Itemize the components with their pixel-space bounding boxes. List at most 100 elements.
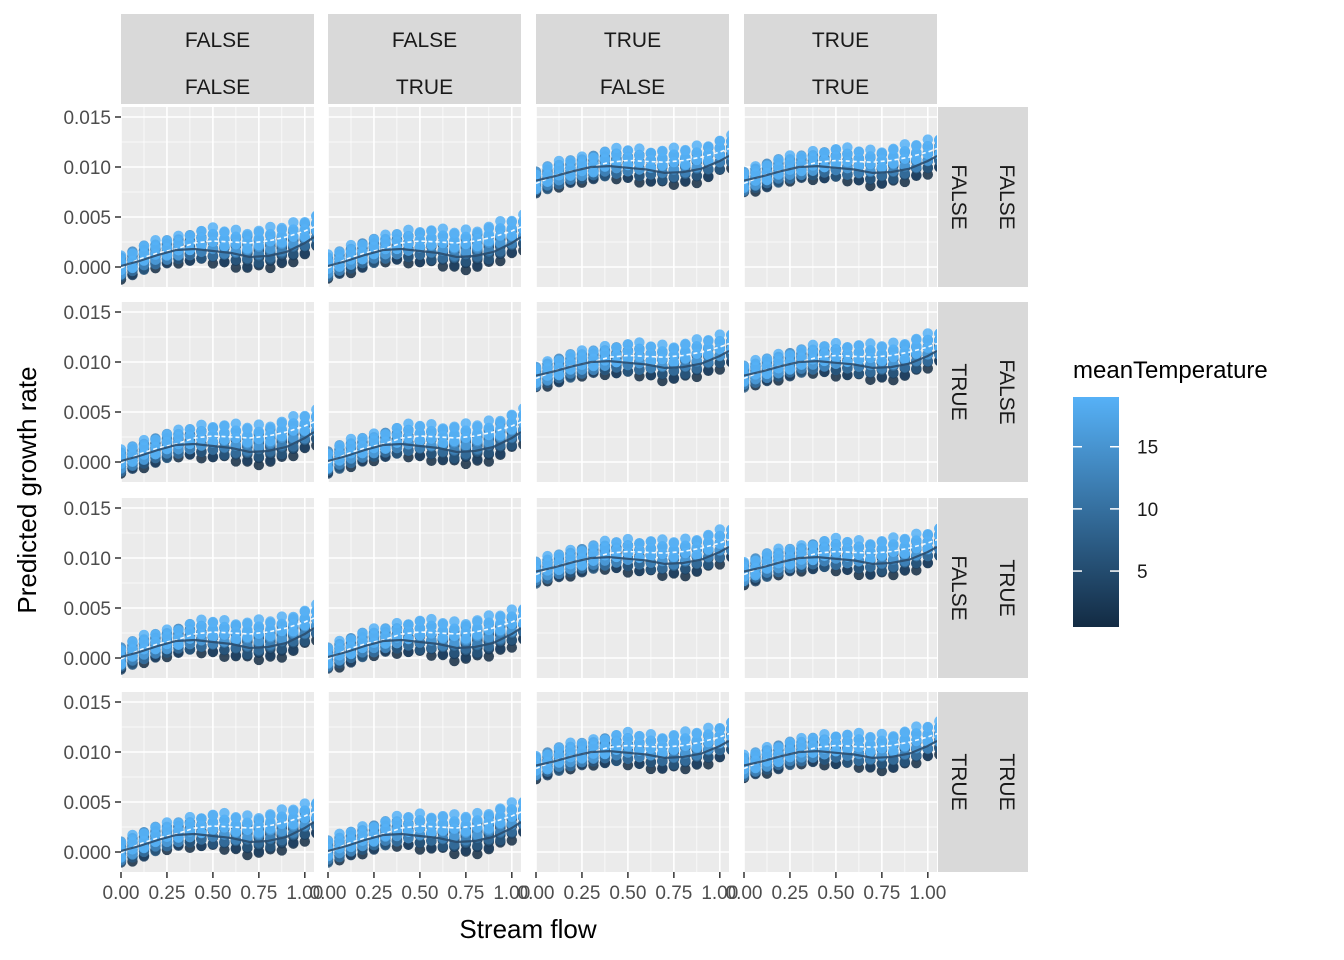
data-point bbox=[819, 543, 830, 554]
data-point bbox=[288, 626, 299, 637]
data-point bbox=[899, 533, 911, 545]
data-point bbox=[276, 423, 288, 435]
data-point bbox=[449, 655, 460, 667]
data-point bbox=[588, 548, 599, 559]
data-point bbox=[437, 423, 449, 434]
data-point bbox=[750, 555, 761, 567]
data-point bbox=[230, 619, 242, 630]
data-point bbox=[576, 546, 588, 557]
data-point bbox=[127, 829, 138, 841]
data-point bbox=[368, 241, 380, 253]
data-point bbox=[830, 532, 842, 544]
data-point bbox=[553, 155, 565, 167]
data-point bbox=[380, 624, 391, 635]
data-point bbox=[426, 225, 437, 236]
data-point bbox=[668, 551, 680, 562]
data-point bbox=[750, 161, 761, 172]
data-point bbox=[657, 339, 668, 350]
data-point bbox=[865, 539, 876, 550]
data-point bbox=[173, 230, 184, 242]
data-point bbox=[483, 651, 495, 662]
data-point bbox=[345, 247, 357, 258]
data-point bbox=[127, 442, 138, 453]
data-point bbox=[311, 599, 314, 610]
data-point bbox=[368, 428, 380, 439]
data-point bbox=[553, 369, 565, 381]
data-point bbox=[311, 211, 314, 221]
data-point bbox=[121, 250, 127, 261]
data-point bbox=[265, 236, 276, 247]
data-point bbox=[472, 240, 483, 252]
data-point bbox=[518, 439, 521, 450]
data-points bbox=[744, 134, 937, 198]
data-point bbox=[634, 143, 645, 154]
data-point bbox=[726, 137, 729, 147]
data-point bbox=[483, 228, 495, 240]
data-point bbox=[796, 151, 807, 162]
data-point bbox=[830, 547, 842, 558]
data-point bbox=[276, 652, 288, 663]
data-point bbox=[576, 345, 588, 356]
data-point bbox=[219, 420, 230, 431]
data-point bbox=[334, 642, 345, 654]
data-point bbox=[911, 139, 922, 151]
data-point bbox=[242, 422, 253, 434]
data-point bbox=[121, 837, 127, 849]
data-point bbox=[138, 442, 150, 453]
data-point bbox=[553, 355, 565, 366]
data-point bbox=[472, 260, 483, 271]
data-point bbox=[495, 643, 506, 654]
data-point bbox=[899, 139, 911, 150]
data-point bbox=[807, 145, 819, 157]
data-point bbox=[565, 349, 576, 361]
data-point bbox=[380, 236, 391, 248]
data-point bbox=[773, 162, 784, 173]
data-point bbox=[599, 535, 611, 547]
data-point bbox=[207, 436, 219, 447]
data-point bbox=[553, 550, 565, 561]
data-point bbox=[876, 341, 888, 352]
data-point bbox=[127, 836, 138, 848]
data-point bbox=[542, 162, 553, 173]
data-point bbox=[518, 209, 521, 220]
data-point bbox=[253, 257, 265, 268]
data-point bbox=[414, 615, 426, 626]
data-point bbox=[426, 621, 437, 632]
data-point bbox=[161, 429, 173, 440]
data-point bbox=[207, 631, 219, 642]
data-point bbox=[368, 630, 380, 641]
data-point bbox=[611, 149, 622, 161]
data-point bbox=[288, 257, 299, 268]
data-point bbox=[668, 537, 680, 548]
data-point bbox=[773, 348, 784, 360]
data-point bbox=[253, 635, 265, 647]
data-point bbox=[911, 348, 922, 359]
trend-line bbox=[328, 627, 521, 659]
data-point bbox=[207, 422, 219, 433]
data-point bbox=[506, 215, 518, 227]
data-point bbox=[219, 226, 230, 237]
data-point bbox=[588, 346, 599, 357]
data-point bbox=[449, 637, 460, 649]
data-point bbox=[483, 624, 495, 635]
data-point bbox=[657, 145, 668, 157]
data-point bbox=[368, 435, 380, 446]
data-point bbox=[173, 424, 184, 435]
data-point bbox=[819, 341, 830, 352]
data-point bbox=[368, 623, 380, 634]
data-point bbox=[750, 362, 761, 373]
data-point bbox=[680, 533, 691, 544]
data-point bbox=[460, 439, 472, 451]
data-point bbox=[744, 362, 750, 373]
data-point bbox=[460, 238, 472, 250]
data-point bbox=[242, 455, 253, 466]
data-point bbox=[276, 643, 288, 654]
data-point bbox=[483, 221, 495, 232]
data-point bbox=[299, 418, 311, 429]
data-point bbox=[150, 829, 161, 840]
data-point bbox=[773, 543, 784, 554]
data-points bbox=[328, 403, 521, 479]
data-point bbox=[414, 435, 426, 446]
data-point bbox=[207, 616, 219, 628]
data-point bbox=[219, 427, 230, 438]
